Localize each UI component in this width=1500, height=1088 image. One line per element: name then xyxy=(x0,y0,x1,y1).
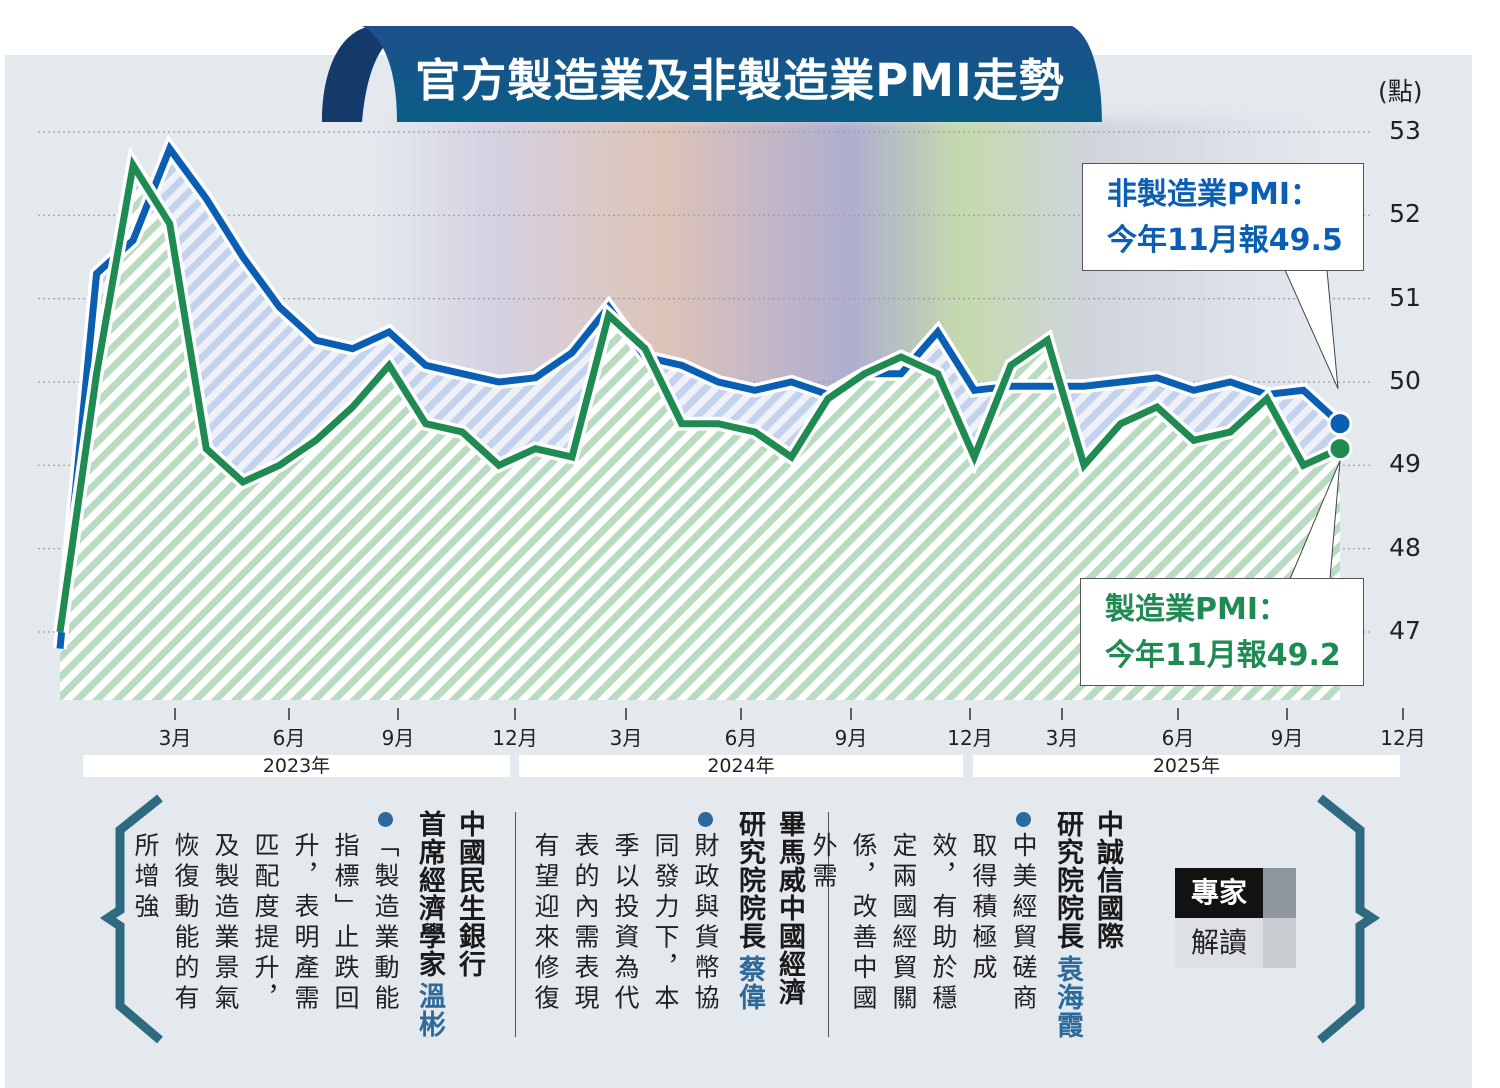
callout-line2: 今年11月報49.2 xyxy=(1105,638,1341,673)
expert-name: 蔡偉 xyxy=(734,955,765,1011)
callout-line2: 今年11月報49.5 xyxy=(1107,223,1343,258)
chart-title: 官方製造業及非製造業PMI走勢 xyxy=(415,54,1065,107)
bullet-icon xyxy=(1016,812,1031,827)
y-tick-label: 51 xyxy=(1389,282,1421,312)
year-label-2025: 2025年 xyxy=(973,755,1400,777)
badge-bottom: 解讀 xyxy=(1175,918,1263,968)
y-tick-label: 47 xyxy=(1389,615,1421,645)
x-tick-label: 6月 xyxy=(1161,726,1195,750)
data-point-non-manufacturing xyxy=(1327,411,1353,437)
expert-title: 研究院院長 xyxy=(734,810,765,950)
x-tick-label: 3月 xyxy=(1045,726,1079,750)
x-tick-label: 9月 xyxy=(1270,726,1304,750)
title-banner xyxy=(322,26,1102,122)
y-tick-label: 49 xyxy=(1389,449,1421,479)
x-tick-label: 3月 xyxy=(158,726,192,750)
bullet-icon xyxy=(378,812,393,827)
expert-name: 袁海霞 xyxy=(1052,955,1083,1039)
expert-quote: 「製造業動能指標」止跌回升，表明產需匹配度提升，及製造業景氣恢復動能的有所增強 xyxy=(131,832,400,1015)
y-tick-label: 50 xyxy=(1389,365,1421,395)
year-label-2024: 2024年 xyxy=(519,755,963,777)
expert-quote: 中美經貿磋商取得積極成效，有助於穩定兩國經貿關係，改善中國外需 xyxy=(809,832,1038,1015)
expert-title: 首席經濟學家 xyxy=(414,810,445,978)
badge-top: 專家 xyxy=(1175,868,1263,918)
expert-interpretation-badge: 專家 解讀 xyxy=(1175,868,1296,968)
expert-name: 溫彬 xyxy=(414,982,445,1038)
callout-pointer xyxy=(1284,269,1339,389)
area-manufacturing xyxy=(60,165,1340,701)
x-tick-label: 12月 xyxy=(1380,726,1426,750)
y-tick-label: 53 xyxy=(1389,116,1421,145)
badge-decor xyxy=(1263,918,1296,968)
non-manufacturing-callout: 非製造業PMI： 今年11月報49.5 xyxy=(1082,163,1364,271)
x-tick-label: 3月 xyxy=(609,726,643,750)
expert-org: 畢馬威中國經濟 xyxy=(774,810,805,1006)
left-brace-icon xyxy=(100,794,163,1044)
divider xyxy=(515,812,516,1037)
y-tick-label: 52 xyxy=(1389,199,1421,229)
x-tick-label: 6月 xyxy=(724,726,758,750)
right-brace-icon xyxy=(1317,794,1380,1044)
divider xyxy=(828,812,829,1037)
x-tick-label: 12月 xyxy=(492,726,538,750)
data-point-manufacturing xyxy=(1327,436,1353,462)
y-tick-label: 48 xyxy=(1389,532,1421,562)
line-non-manufacturing xyxy=(56,141,1343,649)
year-label-2023: 2023年 xyxy=(83,755,510,777)
line-manufacturing xyxy=(56,155,1342,633)
badge-decor xyxy=(1263,868,1296,918)
expert-title: 研究院院長 xyxy=(1052,810,1083,950)
x-tick-label: 9月 xyxy=(381,726,415,750)
expert-quote: 財政與貨幣協同發力下，本季以投資為代表的內需表現有望迎來修復 xyxy=(531,832,720,1015)
x-tick-label: 6月 xyxy=(272,726,306,750)
callout-line1: 非製造業PMI： xyxy=(1107,177,1321,212)
expert-org: 中國民生銀行 xyxy=(454,810,485,978)
expert-org: 中誠信國際 xyxy=(1092,810,1123,950)
manufacturing-callout: 製造業PMI： 今年11月報49.2 xyxy=(1080,578,1364,686)
y-axis-unit: (點) xyxy=(1378,77,1423,106)
x-tick-label: 12月 xyxy=(947,726,993,750)
x-tick-label: 9月 xyxy=(834,726,868,750)
bullet-icon xyxy=(698,812,713,827)
callout-line1: 製造業PMI： xyxy=(1105,592,1289,627)
